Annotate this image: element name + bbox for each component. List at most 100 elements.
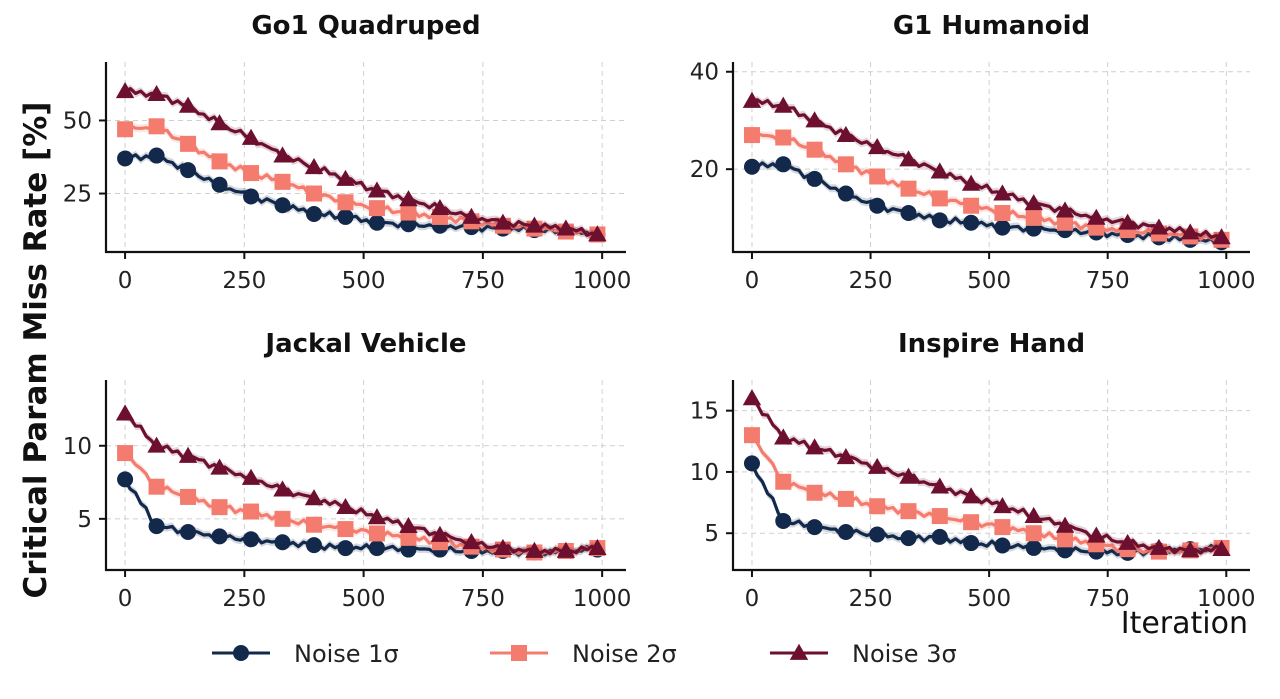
data-point xyxy=(117,471,134,488)
series-band xyxy=(752,158,1222,249)
x-tick-label: 500 xyxy=(967,268,1011,294)
data-point xyxy=(430,198,450,216)
data-point xyxy=(867,138,887,155)
data-point xyxy=(961,174,981,191)
data-point xyxy=(961,487,981,504)
series-band xyxy=(125,84,598,241)
data-point xyxy=(274,534,291,551)
data-point xyxy=(211,528,228,545)
data-point xyxy=(1055,516,1075,533)
data-point xyxy=(806,141,823,158)
data-point xyxy=(306,537,322,554)
data-point xyxy=(743,158,760,175)
x-tick-label: 1000 xyxy=(1197,268,1256,294)
data-point xyxy=(774,96,793,113)
data-point xyxy=(994,205,1011,222)
x-tick-label: 250 xyxy=(849,268,893,294)
data-point xyxy=(1025,539,1042,556)
data-point xyxy=(368,214,385,231)
data-point xyxy=(743,455,760,472)
data-point xyxy=(837,185,854,202)
data-point xyxy=(1057,531,1074,548)
legend-label: Noise 2σ xyxy=(572,640,677,668)
x-tick-label: 500 xyxy=(342,268,386,294)
data-point xyxy=(743,427,760,444)
data-point xyxy=(493,538,513,555)
series-3 xyxy=(742,91,1231,245)
data-point xyxy=(1087,526,1106,543)
data-point xyxy=(899,467,918,484)
data-point xyxy=(900,530,917,547)
data-point xyxy=(306,516,322,533)
data-point xyxy=(243,531,260,548)
data-point xyxy=(180,524,197,540)
data-point xyxy=(180,162,197,179)
data-point xyxy=(775,473,792,490)
data-point xyxy=(147,84,166,102)
legend-label: Noise 1σ xyxy=(294,640,399,668)
data-point xyxy=(742,389,762,406)
series-line xyxy=(124,414,599,556)
data-point xyxy=(306,206,322,222)
series-3 xyxy=(115,82,607,242)
data-point xyxy=(1025,209,1042,226)
data-point xyxy=(117,445,134,462)
data-point xyxy=(304,489,324,506)
data-point xyxy=(1118,533,1137,550)
data-point xyxy=(243,188,260,205)
y-tick-label: 5 xyxy=(77,507,92,533)
data-point xyxy=(869,197,886,214)
series-line xyxy=(750,398,1223,555)
series-line xyxy=(751,161,1223,247)
data-point xyxy=(1118,213,1137,230)
data-point xyxy=(775,512,792,529)
data-point xyxy=(931,508,948,525)
data-point xyxy=(147,436,166,453)
data-point xyxy=(273,480,292,497)
data-point xyxy=(367,508,387,525)
legend-marker xyxy=(511,645,527,661)
data-point xyxy=(368,200,385,217)
data-point xyxy=(117,150,134,167)
data-point xyxy=(210,458,229,475)
data-point xyxy=(994,519,1011,536)
legend-entry-2: Noise 2σ xyxy=(490,640,677,668)
data-point xyxy=(241,468,261,485)
data-point xyxy=(462,533,481,550)
data-point xyxy=(211,153,228,170)
data-point xyxy=(148,147,165,164)
series-line xyxy=(750,436,1222,555)
series-3 xyxy=(115,404,607,558)
data-point xyxy=(900,205,917,222)
data-point xyxy=(117,121,134,138)
x-tick-label: 0 xyxy=(118,268,133,294)
data-point xyxy=(900,503,917,520)
x-tick-label: 1000 xyxy=(573,586,632,612)
legend-entry-3: Noise 3σ xyxy=(770,640,957,668)
series-band xyxy=(125,412,598,558)
x-tick-label: 500 xyxy=(342,586,386,612)
x-tick-label: 750 xyxy=(461,586,505,612)
x-tick-label: 0 xyxy=(745,586,760,612)
data-point xyxy=(115,404,135,421)
data-point xyxy=(836,448,856,465)
series-line xyxy=(124,151,599,240)
series-line xyxy=(751,98,1223,242)
legend-entry-1: Noise 1σ xyxy=(212,640,399,668)
data-point xyxy=(337,521,354,538)
y-tick-label: 25 xyxy=(63,182,92,208)
data-point xyxy=(1149,538,1169,555)
x-tick-label: 250 xyxy=(222,268,266,294)
data-point xyxy=(775,156,792,173)
data-point xyxy=(1055,201,1075,218)
data-point xyxy=(400,204,417,221)
data-point xyxy=(588,225,607,242)
data-point xyxy=(304,158,324,175)
panel-title: Go1 Quadruped xyxy=(251,11,480,41)
legend-label: Noise 3σ xyxy=(852,640,957,668)
y-tick-label: 10 xyxy=(690,460,719,486)
data-point xyxy=(336,169,355,186)
data-point xyxy=(963,197,980,214)
x-tick-label: 750 xyxy=(1086,268,1130,294)
data-point xyxy=(180,135,197,152)
